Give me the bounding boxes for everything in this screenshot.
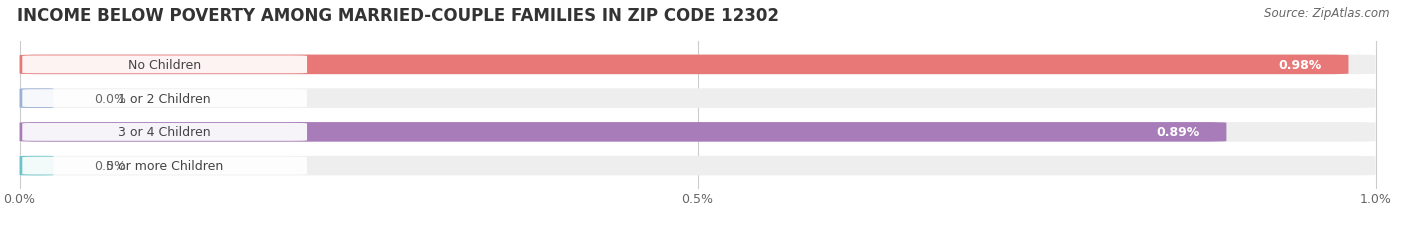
FancyBboxPatch shape xyxy=(20,89,53,108)
FancyBboxPatch shape xyxy=(20,156,53,176)
Text: 0.98%: 0.98% xyxy=(1278,59,1322,72)
Text: INCOME BELOW POVERTY AMONG MARRIED-COUPLE FAMILIES IN ZIP CODE 12302: INCOME BELOW POVERTY AMONG MARRIED-COUPL… xyxy=(17,7,779,25)
FancyBboxPatch shape xyxy=(22,157,307,175)
Text: 0.0%: 0.0% xyxy=(94,159,127,172)
FancyBboxPatch shape xyxy=(22,56,307,74)
Text: Source: ZipAtlas.com: Source: ZipAtlas.com xyxy=(1264,7,1389,20)
Text: No Children: No Children xyxy=(128,59,201,72)
FancyBboxPatch shape xyxy=(20,123,1226,142)
FancyBboxPatch shape xyxy=(22,90,307,108)
Text: 5 or more Children: 5 or more Children xyxy=(105,159,224,172)
FancyBboxPatch shape xyxy=(20,55,1348,75)
Text: 1 or 2 Children: 1 or 2 Children xyxy=(118,92,211,105)
Text: 3 or 4 Children: 3 or 4 Children xyxy=(118,126,211,139)
FancyBboxPatch shape xyxy=(20,123,1375,142)
Text: 0.0%: 0.0% xyxy=(94,92,127,105)
FancyBboxPatch shape xyxy=(20,89,1375,108)
FancyBboxPatch shape xyxy=(20,55,1375,75)
FancyBboxPatch shape xyxy=(20,156,1375,176)
FancyBboxPatch shape xyxy=(22,123,307,141)
Text: 0.89%: 0.89% xyxy=(1156,126,1199,139)
